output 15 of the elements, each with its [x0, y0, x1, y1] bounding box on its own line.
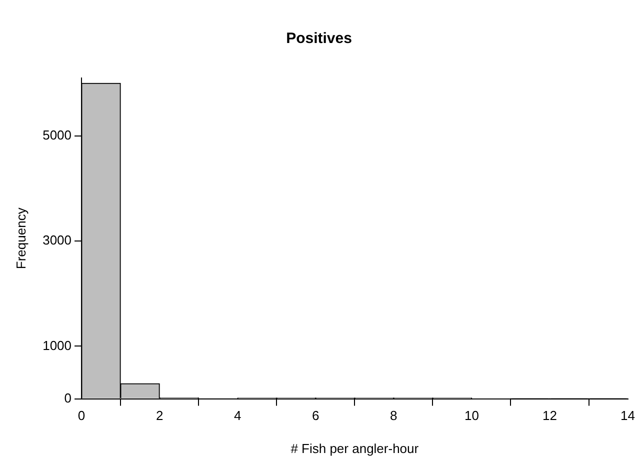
y-axis-title: Frequency: [13, 207, 28, 270]
x-tick-label: 6: [312, 408, 320, 424]
x-tick-label: 12: [542, 408, 557, 424]
y-tick-label: 5000: [42, 127, 72, 142]
x-tick-label: 4: [234, 408, 242, 424]
x-tick-label: 0: [78, 408, 86, 424]
y-tick-label: 1000: [42, 338, 72, 353]
x-tick-label: 14: [620, 408, 636, 424]
x-tick-label: 8: [390, 408, 398, 424]
x-tick-label: 2: [156, 408, 164, 424]
chart-title: Positives: [286, 30, 352, 48]
y-tick-label: 0: [64, 390, 72, 406]
y-tick-label: 3000: [42, 232, 72, 248]
x-tick-label: 10: [464, 408, 479, 424]
x-axis-title: # Fish per angler-hour: [290, 440, 420, 456]
